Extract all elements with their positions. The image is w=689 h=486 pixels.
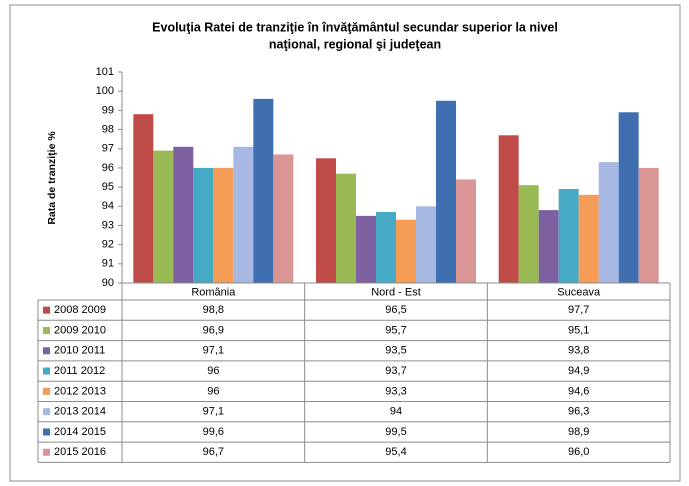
bar [273,154,294,283]
bar [436,100,456,283]
legend-label: 2011 2012 [54,365,105,377]
bar [173,146,194,283]
legend-swatch [43,347,50,355]
x-tick-label: România [191,286,236,298]
data-label: 98,8 [203,304,224,316]
bar [638,167,659,283]
data-label: 99,5 [385,426,406,438]
data-label: 97,7 [568,304,589,316]
data-label: 97,1 [203,345,224,357]
bar [518,185,539,283]
bar [193,167,214,283]
data-label: 96 [207,365,219,377]
data-label: 95,1 [568,324,589,336]
bar [456,179,476,283]
chart-title: naţional, regional şi judeţean [269,37,441,51]
data-label: 96,3 [568,406,589,418]
data-label: 93,8 [568,345,589,357]
legend-swatch [43,326,50,334]
legend-label: 2012 2013 [54,385,106,397]
chart-title: Evoluţia Ratei de tranziţie în învăţămân… [152,20,558,34]
y-tick-label: 95 [102,181,114,193]
y-axis-label: Rata de tranziţie % [46,131,58,225]
x-tick-label: Nord - Est [371,286,421,298]
data-label: 94 [390,406,402,418]
bar [133,114,154,283]
y-tick-label: 90 [102,277,114,289]
bar [498,135,519,283]
legend-swatch [43,428,50,436]
legend-label: 2009 2010 [54,324,106,336]
data-label: 94,6 [568,385,589,397]
bar [253,98,274,283]
data-label: 94,9 [568,365,589,377]
y-tick-label: 98 [102,123,114,135]
data-label: 93,3 [385,385,406,397]
x-tick-label: Suceava [557,286,601,298]
y-tick-label: 97 [102,143,114,155]
bar [396,219,416,283]
bar [558,189,579,283]
legend-swatch [43,408,50,416]
bar [578,194,599,283]
bar [356,215,376,283]
bar [416,206,436,283]
data-label: 96,0 [568,446,589,458]
bar [153,150,174,283]
data-label: 96,9 [203,324,224,336]
bar [213,167,234,283]
bar [376,212,396,283]
bar [336,173,356,283]
data-label: 93,7 [385,365,406,377]
y-tick-label: 93 [102,219,114,231]
y-tick-label: 101 [96,66,114,78]
data-label: 96 [207,385,219,397]
data-label: 98,9 [568,426,589,438]
bar [618,112,639,283]
y-tick-label: 94 [102,200,114,212]
y-tick-label: 96 [102,162,114,174]
legend-label: 2008 2009 [54,304,106,316]
bar [316,158,336,283]
bar [538,210,559,283]
legend-label: 2013 2014 [54,406,106,418]
legend-swatch [43,387,50,395]
data-label: 95,4 [385,446,406,458]
legend-swatch [43,448,50,456]
bar [598,162,619,283]
legend-swatch [43,306,50,314]
legend-label: 2015 2016 [54,446,106,458]
data-label: 96,7 [203,446,224,458]
data-label: 97,1 [203,406,224,418]
bar [233,146,254,283]
y-tick-label: 92 [102,239,114,251]
data-label: 99,6 [203,426,224,438]
legend-label: 2010 2011 [54,345,105,357]
data-label: 93,5 [385,345,406,357]
legend-label: 2014 2015 [54,426,106,438]
y-tick-label: 99 [102,104,114,116]
y-tick-label: 91 [102,258,114,270]
data-label: 95,7 [385,324,406,336]
data-label: 96,5 [385,304,406,316]
y-tick-label: 100 [96,85,114,97]
legend-swatch [43,367,50,375]
